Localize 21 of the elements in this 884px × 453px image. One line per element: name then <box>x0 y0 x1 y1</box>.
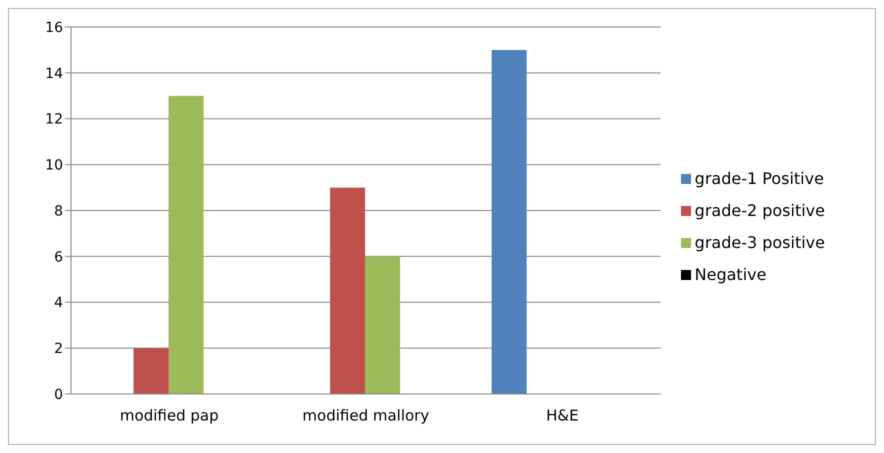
legend-label: Negative <box>694 264 766 284</box>
x-tick-label: modified mallory <box>302 406 430 425</box>
bar <box>365 256 400 394</box>
legend-label: grade-3 positive <box>694 232 825 252</box>
legend-label: grade-2 positive <box>694 200 825 220</box>
x-tick-label: modified pap <box>120 406 219 425</box>
y-tick-label: 12 <box>45 112 63 128</box>
y-tick-label: 10 <box>45 158 63 174</box>
y-tick-label: 4 <box>54 295 64 312</box>
y-tick-label: 0 <box>54 386 63 403</box>
x-tick-label: H&E <box>546 406 579 425</box>
legend-label: grade-1 Positive <box>694 168 824 188</box>
y-tick-label: 8 <box>54 203 63 220</box>
bar <box>168 96 204 394</box>
y-tick-label: 6 <box>54 249 64 266</box>
y-tick-label: 2 <box>54 341 63 358</box>
y-tick-label: 16 <box>45 20 64 36</box>
bar <box>492 50 527 394</box>
y-tick-label: 14 <box>45 66 64 82</box>
bar <box>330 188 366 394</box>
bar <box>134 348 169 394</box>
